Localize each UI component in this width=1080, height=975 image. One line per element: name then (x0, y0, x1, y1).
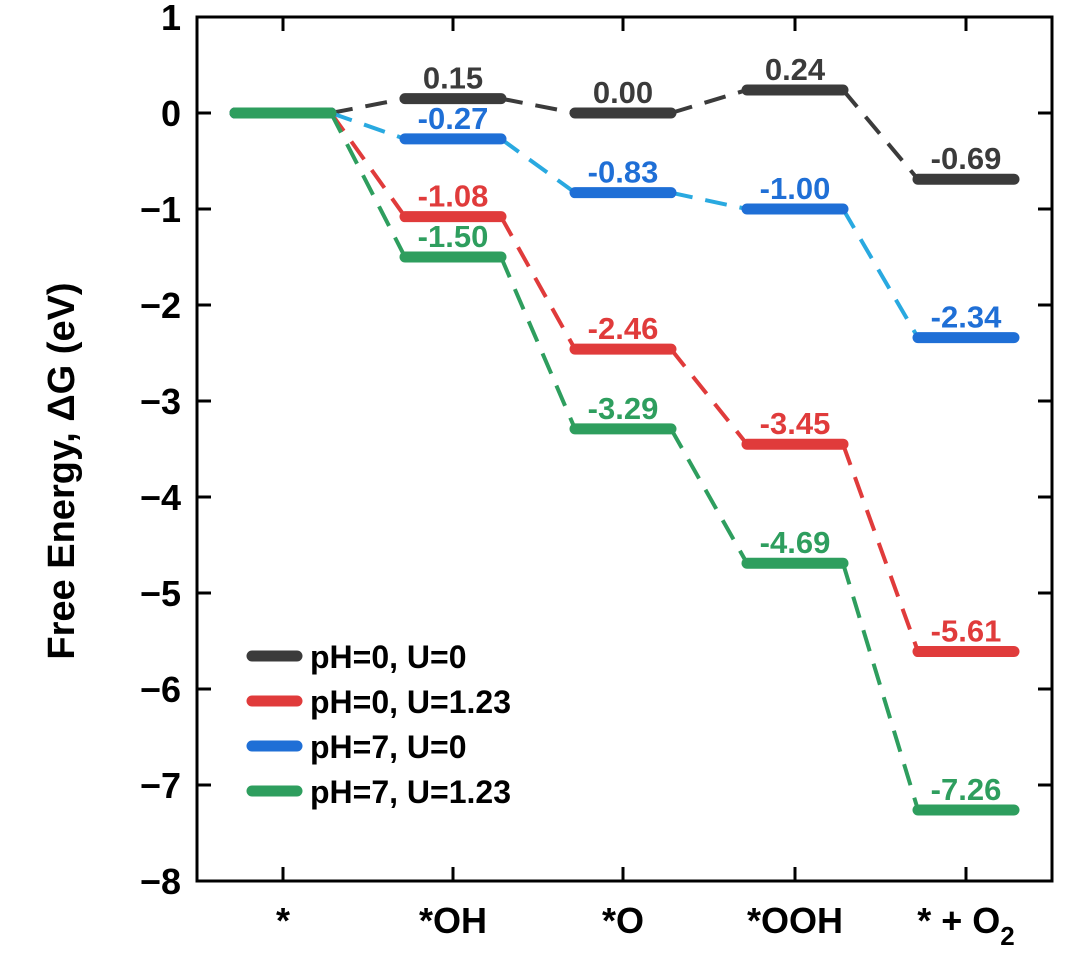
energy-level-label: -3.29 (588, 391, 659, 426)
energy-level-label: -7.26 (931, 772, 1002, 807)
x-tick-label: *O (602, 900, 644, 941)
energy-level-label: 0.24 (765, 52, 826, 87)
connector-line (670, 190, 748, 211)
x-tick-label: *OOH (747, 900, 843, 941)
connector-line (670, 88, 748, 115)
legend-label: pH=0, U=0 (310, 639, 467, 675)
legend: pH=0, U=0 pH=0, U=1.23 pH=7, U=0 pH=7, U=1.… (246, 639, 511, 810)
y-tick-label: −3 (140, 381, 181, 422)
y-tick-label: −5 (140, 573, 181, 614)
energy-level-label: -0.69 (931, 141, 1002, 176)
connector-line (841, 443, 920, 653)
connector-line (841, 207, 920, 339)
connector-line (841, 562, 920, 811)
x-tick-label: * + O2 (917, 900, 1015, 951)
y-tick-label: −8 (140, 861, 181, 902)
y-tick-label: −1 (140, 189, 181, 230)
y-tick-label: −4 (140, 477, 181, 518)
energy-level-label: -1.08 (418, 179, 489, 214)
connector-line (500, 96, 576, 115)
legend-label: pH=7, U=1.23 (310, 774, 511, 810)
y-tick-label: −6 (140, 669, 181, 710)
connector-line (499, 256, 577, 430)
energy-level-label: 0.15 (423, 61, 483, 96)
energy-level-label: -2.34 (931, 300, 1002, 335)
energy-level-label: 0.00 (593, 75, 653, 110)
energy-level-label: -2.46 (588, 311, 659, 346)
connector-lines (329, 88, 920, 811)
energy-level-label: -1.50 (418, 219, 489, 254)
energy-level-label: -3.45 (760, 406, 831, 441)
legend-label: pH=7, U=0 (310, 729, 467, 765)
energy-levels (229, 84, 1020, 816)
y-axis-label: Free Energy, ΔG (eV) (41, 282, 83, 659)
connector-line (329, 111, 407, 218)
y-tick-label: −7 (140, 765, 181, 806)
connector-line (330, 96, 406, 115)
connector-line (499, 137, 577, 195)
y-tick-label: 1 (161, 0, 181, 38)
connector-line (330, 111, 406, 141)
y-axis-ticks: 1 0 −1 −2 −3 −4 −5 −6 −7 −8 (140, 0, 1052, 902)
connector-line (669, 427, 749, 565)
energy-level-label: -5.61 (931, 614, 1002, 649)
x-tick-label: * (276, 900, 290, 941)
connector-line (499, 215, 577, 351)
connector-line (841, 88, 920, 181)
y-tick-label: 0 (161, 93, 181, 134)
energy-level-label: -0.83 (588, 155, 659, 190)
y-tick-label: −2 (140, 285, 181, 326)
legend-label: pH=0, U=1.23 (310, 684, 511, 720)
connector-line (329, 112, 407, 258)
connector-line (669, 347, 749, 446)
level-labels: 0.15 0.00 0.24 -0.69 -1.08 -2.46 -3.45 -5.61 -0.… (418, 52, 1002, 807)
energy-level-label: -1.00 (760, 171, 831, 206)
energy-level-label: -0.27 (418, 101, 489, 136)
energy-level-label: -4.69 (760, 525, 831, 560)
x-tick-label: *OH (419, 900, 487, 941)
